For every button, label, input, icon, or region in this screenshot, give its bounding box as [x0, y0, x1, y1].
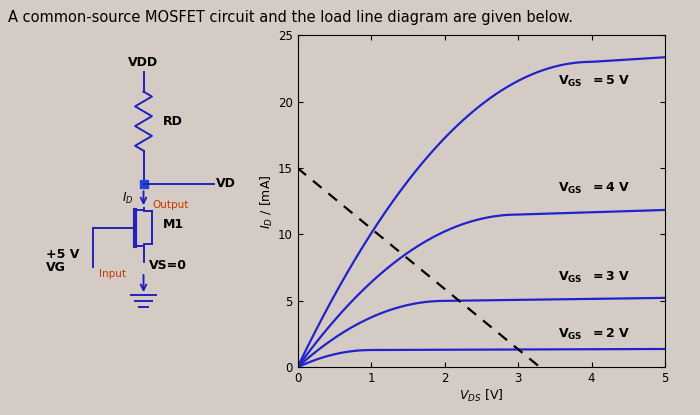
Text: VS=0: VS=0	[149, 259, 187, 272]
Text: $\mathbf{V_{GS}}$  $\mathbf{= 3\ V}$: $\mathbf{V_{GS}}$ $\mathbf{= 3\ V}$	[559, 269, 631, 285]
X-axis label: $V_{DS}\ \mathrm{[V]}$: $V_{DS}\ \mathrm{[V]}$	[459, 388, 503, 404]
Text: VG: VG	[46, 261, 65, 274]
Text: Output: Output	[152, 200, 188, 210]
Text: $I_D$: $I_D$	[122, 191, 134, 206]
Text: A common-source MOSFET circuit and the load line diagram are given below.: A common-source MOSFET circuit and the l…	[8, 10, 573, 25]
Text: M1: M1	[163, 218, 184, 231]
Text: VD: VD	[216, 177, 236, 190]
Text: VDD: VDD	[128, 56, 159, 68]
Text: $\mathbf{V_{GS}}$  $\mathbf{= 2\ V}$: $\mathbf{V_{GS}}$ $\mathbf{= 2\ V}$	[559, 327, 631, 342]
Text: Input: Input	[99, 269, 126, 279]
Text: RD: RD	[163, 115, 183, 128]
Text: $\mathbf{V_{GS}}$  $\mathbf{= 5\ V}$: $\mathbf{V_{GS}}$ $\mathbf{= 5\ V}$	[559, 74, 631, 89]
Text: +5 V: +5 V	[46, 248, 79, 261]
Text: $\mathbf{V_{GS}}$  $\mathbf{= 4\ V}$: $\mathbf{V_{GS}}$ $\mathbf{= 4\ V}$	[559, 181, 631, 195]
Y-axis label: $I_D\ \mathrm{/\ [mA]}$: $I_D\ \mathrm{/\ [mA]}$	[259, 174, 275, 229]
